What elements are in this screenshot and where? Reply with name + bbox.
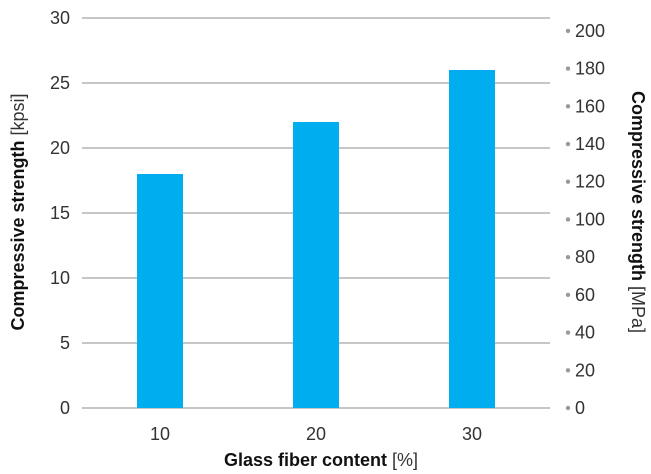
x-axis-title: Glass fiber content [%] — [224, 450, 418, 470]
y2-tick-label: 140 — [575, 134, 605, 154]
y-tick-label: 10 — [50, 268, 70, 288]
y-axis-right-title-main: Compressive strength — [628, 91, 648, 281]
y2-tick-label: 100 — [575, 209, 605, 229]
x-axis-title-unit: [%] — [392, 450, 418, 470]
y2-tick-label: 40 — [575, 323, 595, 343]
y2-tick-dot — [565, 28, 571, 34]
y-axis-left-ticks: 0 5 10 15 20 25 30 — [50, 8, 70, 418]
x-axis-title-main: Glass fiber content — [224, 450, 387, 470]
y2-tick-label: 160 — [575, 96, 605, 116]
y2-tick-dot — [565, 179, 571, 184]
bars — [137, 70, 495, 408]
y-axis-right-title-unit: [MPa] — [628, 286, 648, 333]
y-tick-label: 25 — [50, 73, 70, 93]
y2-tick-dot — [565, 405, 571, 411]
y-tick-label: 20 — [50, 138, 70, 158]
y2-tick-label: 120 — [575, 172, 605, 192]
y2-tick-dot — [565, 292, 571, 298]
y-axis-right-ticks: 0 20 40 60 80 100 120 140 160 180 200 — [565, 21, 605, 418]
x-axis-ticks: 10 20 30 — [150, 424, 482, 444]
y2-tick-dot — [565, 104, 571, 109]
y-axis-right-title: Compressive strength [MPa] — [628, 91, 648, 333]
y2-tick-dot — [565, 141, 571, 147]
y-axis-left-title: Compressive strength [kpsi] — [8, 93, 28, 330]
y2-tick-label: 60 — [575, 285, 595, 305]
x-tick-label: 20 — [306, 424, 326, 444]
y-tick-label: 0 — [60, 398, 70, 418]
y-tick-label: 30 — [50, 8, 70, 28]
y-tick-label: 15 — [50, 203, 70, 223]
y-tick-label: 5 — [60, 333, 70, 353]
bar — [293, 122, 339, 408]
y2-tick-label: 80 — [575, 247, 595, 267]
bar — [449, 70, 495, 408]
y2-tick-dot — [565, 217, 571, 222]
y2-tick-dot — [565, 330, 571, 335]
x-tick-label: 10 — [150, 424, 170, 444]
bar — [137, 174, 183, 408]
y2-tick-label: 0 — [575, 398, 585, 418]
y2-tick-dot — [565, 368, 571, 373]
y2-tick-dot — [565, 254, 571, 260]
y2-tick-dot — [565, 66, 571, 71]
y2-tick-label: 180 — [575, 59, 605, 79]
x-tick-label: 30 — [462, 424, 482, 444]
y-axis-left-title-unit: [kpsi] — [8, 93, 28, 135]
y-axis-left-title-main: Compressive strength — [8, 140, 28, 330]
y2-tick-label: 20 — [575, 360, 595, 380]
y2-tick-label: 200 — [575, 21, 605, 41]
